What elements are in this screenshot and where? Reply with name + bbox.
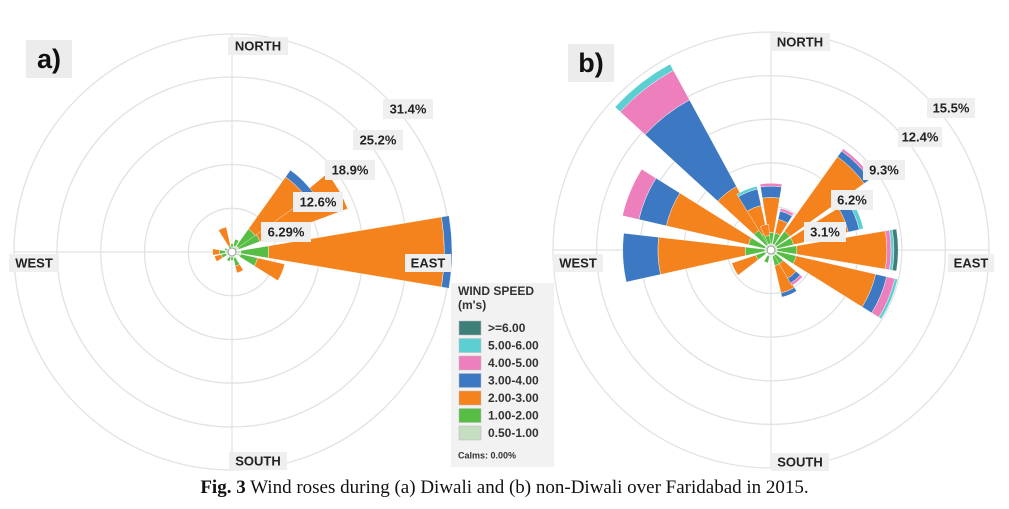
figure-caption-text: Wind roses during (a) Diwali and (b) non… (245, 477, 809, 498)
ring-label-1: 6.29% (268, 224, 305, 239)
legend-title-line1: WIND SPEED (458, 284, 534, 298)
ring-label-5-box (383, 99, 433, 119)
legend-swatch-0-50-1-00 (458, 425, 482, 441)
petal-22.5-deg-1-00-2-00 (233, 238, 240, 248)
petal-337.5-deg-2-00-3-00 (218, 226, 231, 247)
petal-157.5-deg-3-00-4-00 (780, 287, 797, 298)
petal-0-deg-4-00-5-00 (759, 183, 783, 188)
legend-calms: Calms: 0.00% (458, 450, 516, 460)
panel-label-box (26, 40, 72, 78)
petal-345-deg-2-00-3-00 (759, 223, 770, 237)
ring-label-3-box (863, 160, 905, 180)
legend-label-2-00-3-00: 2.00-3.00 (488, 391, 539, 405)
direction-south: SOUTH (777, 454, 823, 469)
wind-speed-legend: WIND SPEED(m's)>=6.00 5.00-6.00 4.00-5.00 3… (451, 283, 554, 467)
ring-label-4: 25.2% (360, 132, 397, 147)
petal-157.5-deg-2-00-3-00 (235, 264, 244, 274)
ring-label-4: 12.4% (902, 129, 939, 144)
direction-west-box (553, 254, 603, 272)
legend-label-0-50-1-00: 0.50-1.00 (488, 426, 539, 440)
ring-label-1: 3.1% (810, 224, 840, 239)
wind-rose-panel-b: 3.1% 6.2%9.3% 12.4% 15.5% NORTH SOUTH EAST WEST… (552, 31, 994, 471)
direction-east: EAST (954, 255, 989, 270)
petal-242-deg-2-00-3-00 (731, 254, 759, 276)
direction-west: WEST (559, 255, 597, 270)
direction-east: EAST (411, 255, 446, 270)
petal-180-deg-1-00-2-00 (230, 256, 234, 261)
legend-swatch-2-00-3-00 (458, 390, 482, 406)
ring-label-3-box (325, 160, 375, 180)
ring-label-2: 6.2% (837, 192, 867, 207)
ring-label-3: 18.9% (332, 162, 369, 177)
ring-label-5: 15.5% (933, 100, 970, 115)
petal-338-deg-5-00-6-00 (736, 186, 758, 198)
petal-247.5-deg-2-00-3-00 (214, 254, 223, 262)
legend-swatch-6-00 (458, 320, 482, 336)
ring-label-1-box (261, 222, 311, 242)
legend-label-5-00-6-00: 5.00-6.00 (488, 339, 539, 353)
petal-292.5-deg-1-00-2-00 (224, 247, 228, 252)
petal-112.5-deg-5-00-6-00 (878, 278, 898, 320)
petal-270-deg-1-00-2-00 (219, 249, 226, 255)
petal-267-deg-2-00-3-00 (657, 236, 746, 275)
legend-label-6-00: >=6.00 (488, 321, 526, 335)
ring-label-2-box (293, 192, 343, 212)
figure-caption-label: Fig. 3 (200, 477, 246, 498)
direction-east-box (948, 254, 994, 272)
ring-label-3: 9.3% (869, 162, 899, 177)
ring-label-1-box (804, 222, 846, 242)
petal-112.5-deg-2-00-3-00 (254, 257, 285, 281)
ring-label-2-box (831, 190, 873, 210)
petal-0-deg-1-00-2-00 (230, 243, 234, 248)
direction-west-box (9, 254, 59, 272)
petal-22.5-deg-4-00-5-00 (779, 208, 794, 217)
ring-label-2: 12.6% (300, 194, 337, 209)
petal-322-deg-5-00-6-00 (614, 63, 674, 113)
legend-label-4-00-5-00: 4.00-5.00 (488, 356, 539, 370)
petal-267-deg-3-00-4-00 (622, 232, 661, 283)
legend-swatch-3-00-4-00 (458, 373, 482, 388)
direction-south: SOUTH (235, 453, 281, 468)
direction-north-box (228, 37, 288, 55)
direction-west: WEST (15, 255, 53, 270)
petal-270-deg-2-00-3-00 (212, 248, 220, 256)
ring-label-5: 31.4% (390, 101, 427, 116)
panel-label: a) (37, 44, 61, 74)
petal-140-deg-4-00-5-00 (790, 274, 803, 286)
petal-292.5-deg-4-00-5-00 (622, 168, 657, 220)
petal-90-deg-6-00 (892, 228, 899, 272)
legend-swatch-5-00-6-00 (458, 338, 482, 353)
figure-caption: Fig. 3 Wind roses during (a) Diwali and … (0, 477, 1009, 499)
direction-north-box (770, 33, 830, 51)
direction-south-box (771, 453, 829, 471)
legend-swatch-1-00-2-00 (458, 408, 482, 423)
petal-0-deg-3-00-4-00 (760, 185, 782, 199)
ring-label-5-box (927, 98, 975, 118)
calm-center (227, 247, 237, 257)
panel-label-box (568, 44, 614, 82)
wind-rose-panel-a: 6.29% 12.6% 18.9% 25.2% 31.4% NORTH SOUTH EAST W… (9, 33, 453, 471)
direction-north: NORTH (235, 38, 281, 53)
legend-label-3-00-4-00: 3.00-4.00 (488, 374, 539, 388)
direction-east-box (405, 254, 451, 272)
petal-202.5-deg-1-00-2-00 (763, 254, 770, 264)
direction-north: NORTH (777, 34, 823, 49)
legend-swatch-4-00-5-00 (458, 355, 482, 371)
calm-center (766, 245, 776, 255)
legend-label-1-00-2-00: 1.00-2.00 (488, 409, 539, 423)
panel-label: b) (578, 48, 603, 78)
legend-title-line2: (m's) (458, 298, 486, 312)
ring-label-4-box (898, 127, 942, 147)
ring-label-4-box (353, 130, 403, 150)
direction-south-box (229, 452, 287, 470)
petal-202.5-deg-1-00-2-00 (226, 256, 232, 262)
